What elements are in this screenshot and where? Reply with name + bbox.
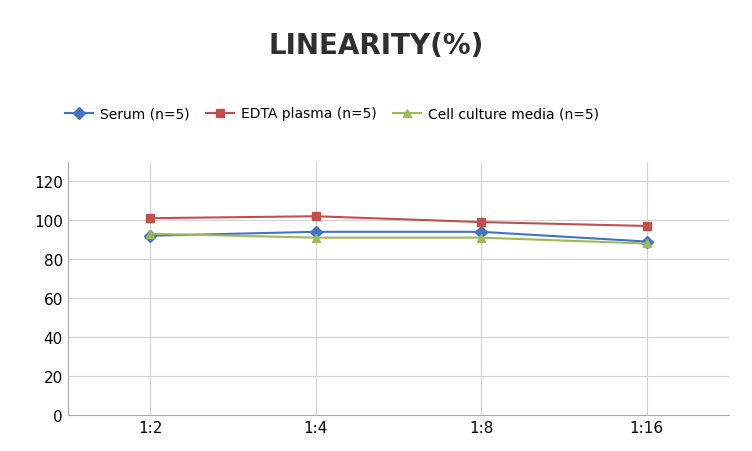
Line: Cell culture media (n=5): Cell culture media (n=5) [146, 230, 651, 248]
Cell culture media (n=5) [311, 235, 320, 241]
Line: EDTA plasma (n=5): EDTA plasma (n=5) [146, 212, 651, 230]
EDTA plasma (n=5) [146, 216, 155, 221]
EDTA plasma (n=5) [642, 224, 651, 229]
Cell culture media (n=5) [146, 231, 155, 237]
Serum (n=5) [642, 239, 651, 245]
EDTA plasma (n=5) [311, 214, 320, 220]
Serum (n=5) [477, 230, 486, 235]
Serum (n=5) [311, 230, 320, 235]
Serum (n=5) [146, 234, 155, 239]
Line: Serum (n=5): Serum (n=5) [146, 228, 651, 246]
Text: LINEARITY(%): LINEARITY(%) [268, 32, 484, 60]
Cell culture media (n=5) [477, 235, 486, 241]
Cell culture media (n=5) [642, 241, 651, 247]
Legend: Serum (n=5), EDTA plasma (n=5), Cell culture media (n=5): Serum (n=5), EDTA plasma (n=5), Cell cul… [59, 101, 605, 127]
EDTA plasma (n=5) [477, 220, 486, 226]
